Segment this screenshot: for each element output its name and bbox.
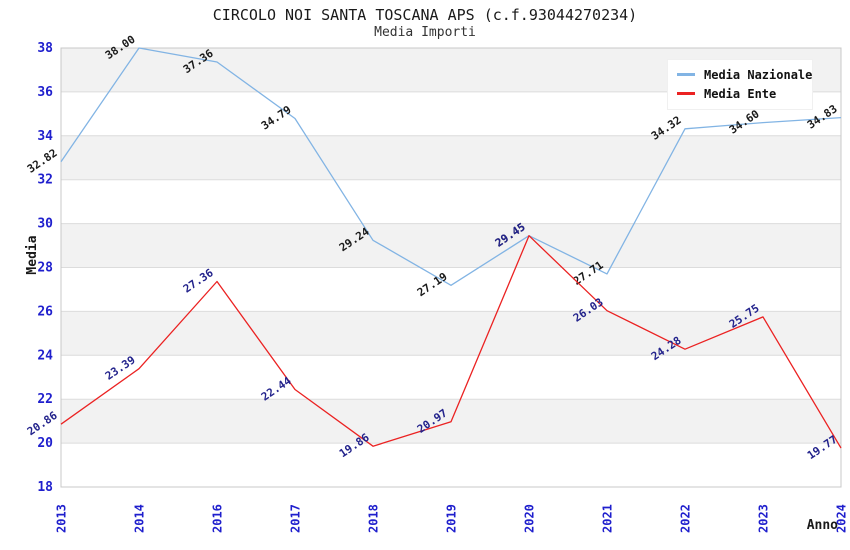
media-nazionale-line-swatch-icon	[677, 73, 695, 76]
x-tick-label: 2013	[55, 504, 69, 533]
legend-label: Media Nazionale	[704, 67, 813, 82]
media-ente-line-swatch-icon	[677, 92, 695, 95]
plot-band	[61, 311, 841, 356]
point-value-label: 20.86	[25, 409, 60, 439]
x-tick-label: 2022	[679, 504, 693, 533]
y-tick-label: 24	[37, 348, 53, 363]
x-tick-label: 2019	[445, 504, 459, 533]
chart-subtitle: Media Importi	[374, 25, 476, 40]
y-tick-label: 26	[37, 304, 53, 319]
chart-title: CIRCOLO NOI SANTA TOSCANA APS (c.f.93044…	[212, 6, 638, 24]
legend-item-media-ente: Media Ente	[677, 84, 804, 103]
point-value-label: 23.39	[103, 353, 138, 382]
y-tick-label: 18	[37, 480, 53, 495]
x-tick-label: 2021	[601, 504, 615, 533]
x-tick-label: 2014	[133, 504, 147, 533]
x-tick-label: 2020	[523, 504, 537, 533]
x-tick-label: 2017	[289, 504, 303, 533]
point-value-label: 34.79	[259, 103, 294, 132]
y-tick-label: 20	[37, 436, 53, 451]
y-tick-label: 36	[37, 85, 53, 100]
x-tick-label: 2016	[211, 504, 225, 533]
point-value-label: 27.36	[181, 266, 216, 296]
x-tick-label: 2024	[835, 504, 849, 533]
y-tick-label: 38	[37, 41, 53, 56]
y-tick-label: 34	[37, 129, 53, 144]
series-line-media-ente	[60, 235, 842, 449]
y-tick-label: 28	[37, 261, 53, 276]
y-tick-label: 22	[37, 392, 53, 407]
series-line-media-nazionale	[60, 47, 842, 286]
plot-band	[61, 223, 841, 268]
y-tick-label: 30	[37, 217, 53, 232]
plot-band	[61, 135, 841, 180]
y-axis-title: Media	[25, 235, 40, 274]
point-value-label: 34.60	[727, 107, 762, 136]
x-axis-title: Anno	[807, 518, 838, 533]
x-tick-label: 2018	[367, 504, 381, 533]
x-tick-label: 2023	[757, 504, 771, 533]
point-value-label: 32.82	[25, 146, 60, 175]
legend-label: Media Ente	[704, 86, 777, 101]
legend-item-media-nazionale: Media Nazionale	[677, 65, 812, 84]
plot-border	[60, 47, 842, 488]
y-tick-label: 32	[37, 173, 53, 188]
legend: Media Nazionale Media Ente	[667, 59, 813, 110]
